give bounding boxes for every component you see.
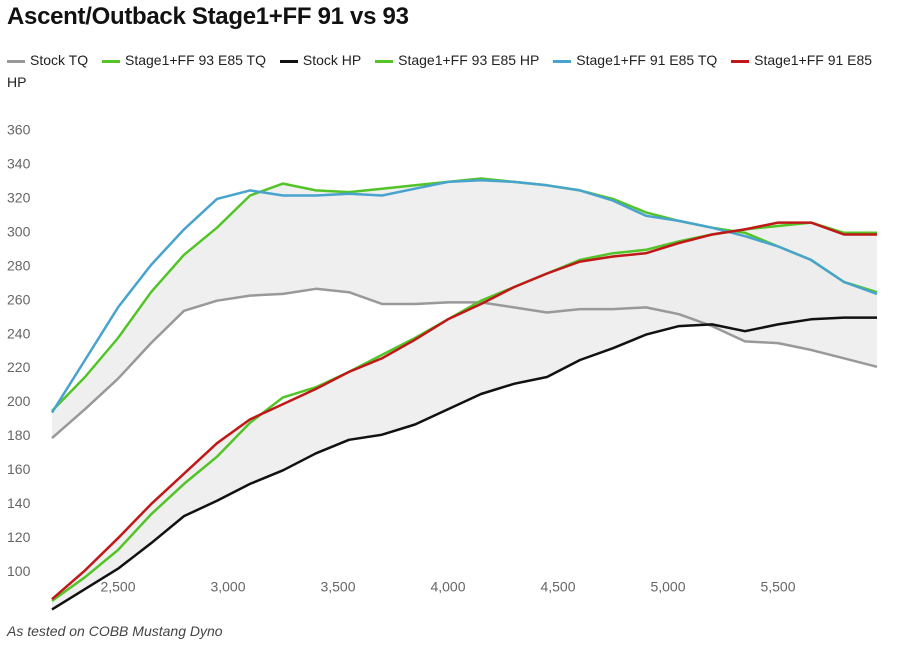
y-tick-label: 280 bbox=[7, 257, 31, 273]
x-tick-label: 4,500 bbox=[540, 579, 575, 595]
legend-label: Stage1+FF 93 E85 HP bbox=[398, 52, 540, 68]
y-tick-label: 360 bbox=[7, 122, 31, 138]
legend: Stock TQ Stage1+FF 93 E85 TQ Stock HP St… bbox=[7, 49, 897, 93]
legend-swatch bbox=[375, 59, 394, 63]
x-tick-label: 4,000 bbox=[430, 579, 465, 595]
x-tick-label: 2,500 bbox=[100, 579, 135, 595]
legend-swatch bbox=[101, 59, 120, 63]
legend-swatch bbox=[553, 59, 572, 63]
y-tick-label: 100 bbox=[7, 563, 31, 579]
legend-swatch bbox=[279, 59, 298, 63]
range-band bbox=[52, 222, 877, 610]
series-line bbox=[50, 178, 878, 414]
legend-item: Stage1+FF 91 E85 HP bbox=[7, 52, 872, 90]
y-tick-label: 240 bbox=[7, 325, 31, 341]
y-tick-label: 160 bbox=[7, 461, 31, 477]
legend-label: Stage1+FF 91 E85 TQ bbox=[576, 52, 718, 68]
legend-item: Stage1+FF 91 E85 TQ bbox=[553, 52, 717, 68]
legend-label: Stage1+FF 93 E85 TQ bbox=[124, 52, 266, 68]
y-tick-label: 260 bbox=[7, 291, 31, 307]
legend-item: Stage1+FF 93 E85 TQ bbox=[101, 52, 266, 68]
y-tick-label: 200 bbox=[7, 393, 31, 409]
x-tick-label: 5,000 bbox=[650, 579, 685, 595]
series-line bbox=[51, 221, 877, 601]
y-tick-label: 320 bbox=[7, 190, 31, 206]
chart-note: As tested on COBB Mustang Dyno bbox=[7, 623, 223, 639]
legend-swatch bbox=[7, 59, 25, 63]
series-line bbox=[51, 287, 878, 440]
legend-item: Stock TQ bbox=[7, 52, 88, 68]
legend-item: Stage1+FF 93 E85 HP bbox=[375, 52, 539, 68]
y-tick-label: 340 bbox=[7, 156, 31, 172]
chart-title: Ascent/Outback Stage1+FF 91 vs 93 bbox=[7, 3, 409, 30]
y-tick-label: 120 bbox=[7, 529, 31, 545]
legend-label: Stage1+FF 91 E85 HP bbox=[7, 52, 873, 90]
legend-label: Stock HP bbox=[302, 52, 362, 68]
legend-label: Stock TQ bbox=[30, 52, 89, 68]
x-tick-label: 5,500 bbox=[760, 579, 795, 595]
y-tick-label: 140 bbox=[7, 495, 31, 511]
legend-swatch bbox=[731, 59, 750, 63]
y-tick-label: 220 bbox=[7, 359, 31, 375]
x-tick-label: 3,000 bbox=[210, 579, 245, 595]
y-tick-label: 300 bbox=[7, 223, 31, 239]
y-tick-label: 180 bbox=[7, 427, 31, 443]
x-tick-label: 3,500 bbox=[320, 579, 355, 595]
series-line bbox=[51, 316, 877, 611]
legend-item: Stock HP bbox=[279, 52, 362, 68]
